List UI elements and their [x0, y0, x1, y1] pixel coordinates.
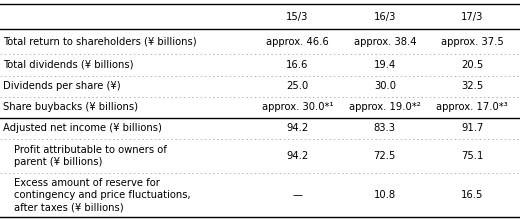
Text: Share buybacks (¥ billions): Share buybacks (¥ billions) — [3, 102, 138, 112]
Text: approx. 19.0*²: approx. 19.0*² — [349, 102, 421, 112]
Text: 30.0: 30.0 — [374, 81, 396, 91]
Text: 19.4: 19.4 — [374, 60, 396, 70]
Text: 72.5: 72.5 — [373, 151, 396, 161]
Text: approx. 38.4: approx. 38.4 — [354, 37, 416, 47]
Text: 16/3: 16/3 — [373, 12, 396, 22]
Text: 83.3: 83.3 — [374, 123, 396, 133]
Text: 17/3: 17/3 — [461, 12, 484, 22]
Text: 91.7: 91.7 — [461, 123, 484, 133]
Text: Dividends per share (¥): Dividends per share (¥) — [3, 81, 120, 91]
Text: 10.8: 10.8 — [374, 190, 396, 200]
Text: approx. 17.0*³: approx. 17.0*³ — [436, 102, 508, 112]
Text: 94.2: 94.2 — [287, 151, 308, 161]
Text: approx. 37.5: approx. 37.5 — [441, 37, 503, 47]
Text: 20.5: 20.5 — [461, 60, 483, 70]
Text: Profit attributable to owners of
parent (¥ billions): Profit attributable to owners of parent … — [14, 145, 167, 167]
Text: Excess amount of reserve for
contingency and price fluctuations,
after taxes (¥ : Excess amount of reserve for contingency… — [14, 178, 191, 212]
Text: approx. 30.0*¹: approx. 30.0*¹ — [262, 102, 333, 112]
Text: 15/3: 15/3 — [286, 12, 309, 22]
Text: —: — — [292, 190, 303, 200]
Text: 94.2: 94.2 — [287, 123, 308, 133]
Text: Total dividends (¥ billions): Total dividends (¥ billions) — [3, 60, 133, 70]
Text: approx. 46.6: approx. 46.6 — [266, 37, 329, 47]
Text: Adjusted net income (¥ billions): Adjusted net income (¥ billions) — [3, 123, 162, 133]
Text: Total return to shareholders (¥ billions): Total return to shareholders (¥ billions… — [3, 37, 196, 47]
Text: 32.5: 32.5 — [461, 81, 483, 91]
Text: 25.0: 25.0 — [287, 81, 308, 91]
Text: 75.1: 75.1 — [461, 151, 484, 161]
Text: 16.6: 16.6 — [286, 60, 309, 70]
Text: 16.5: 16.5 — [461, 190, 484, 200]
